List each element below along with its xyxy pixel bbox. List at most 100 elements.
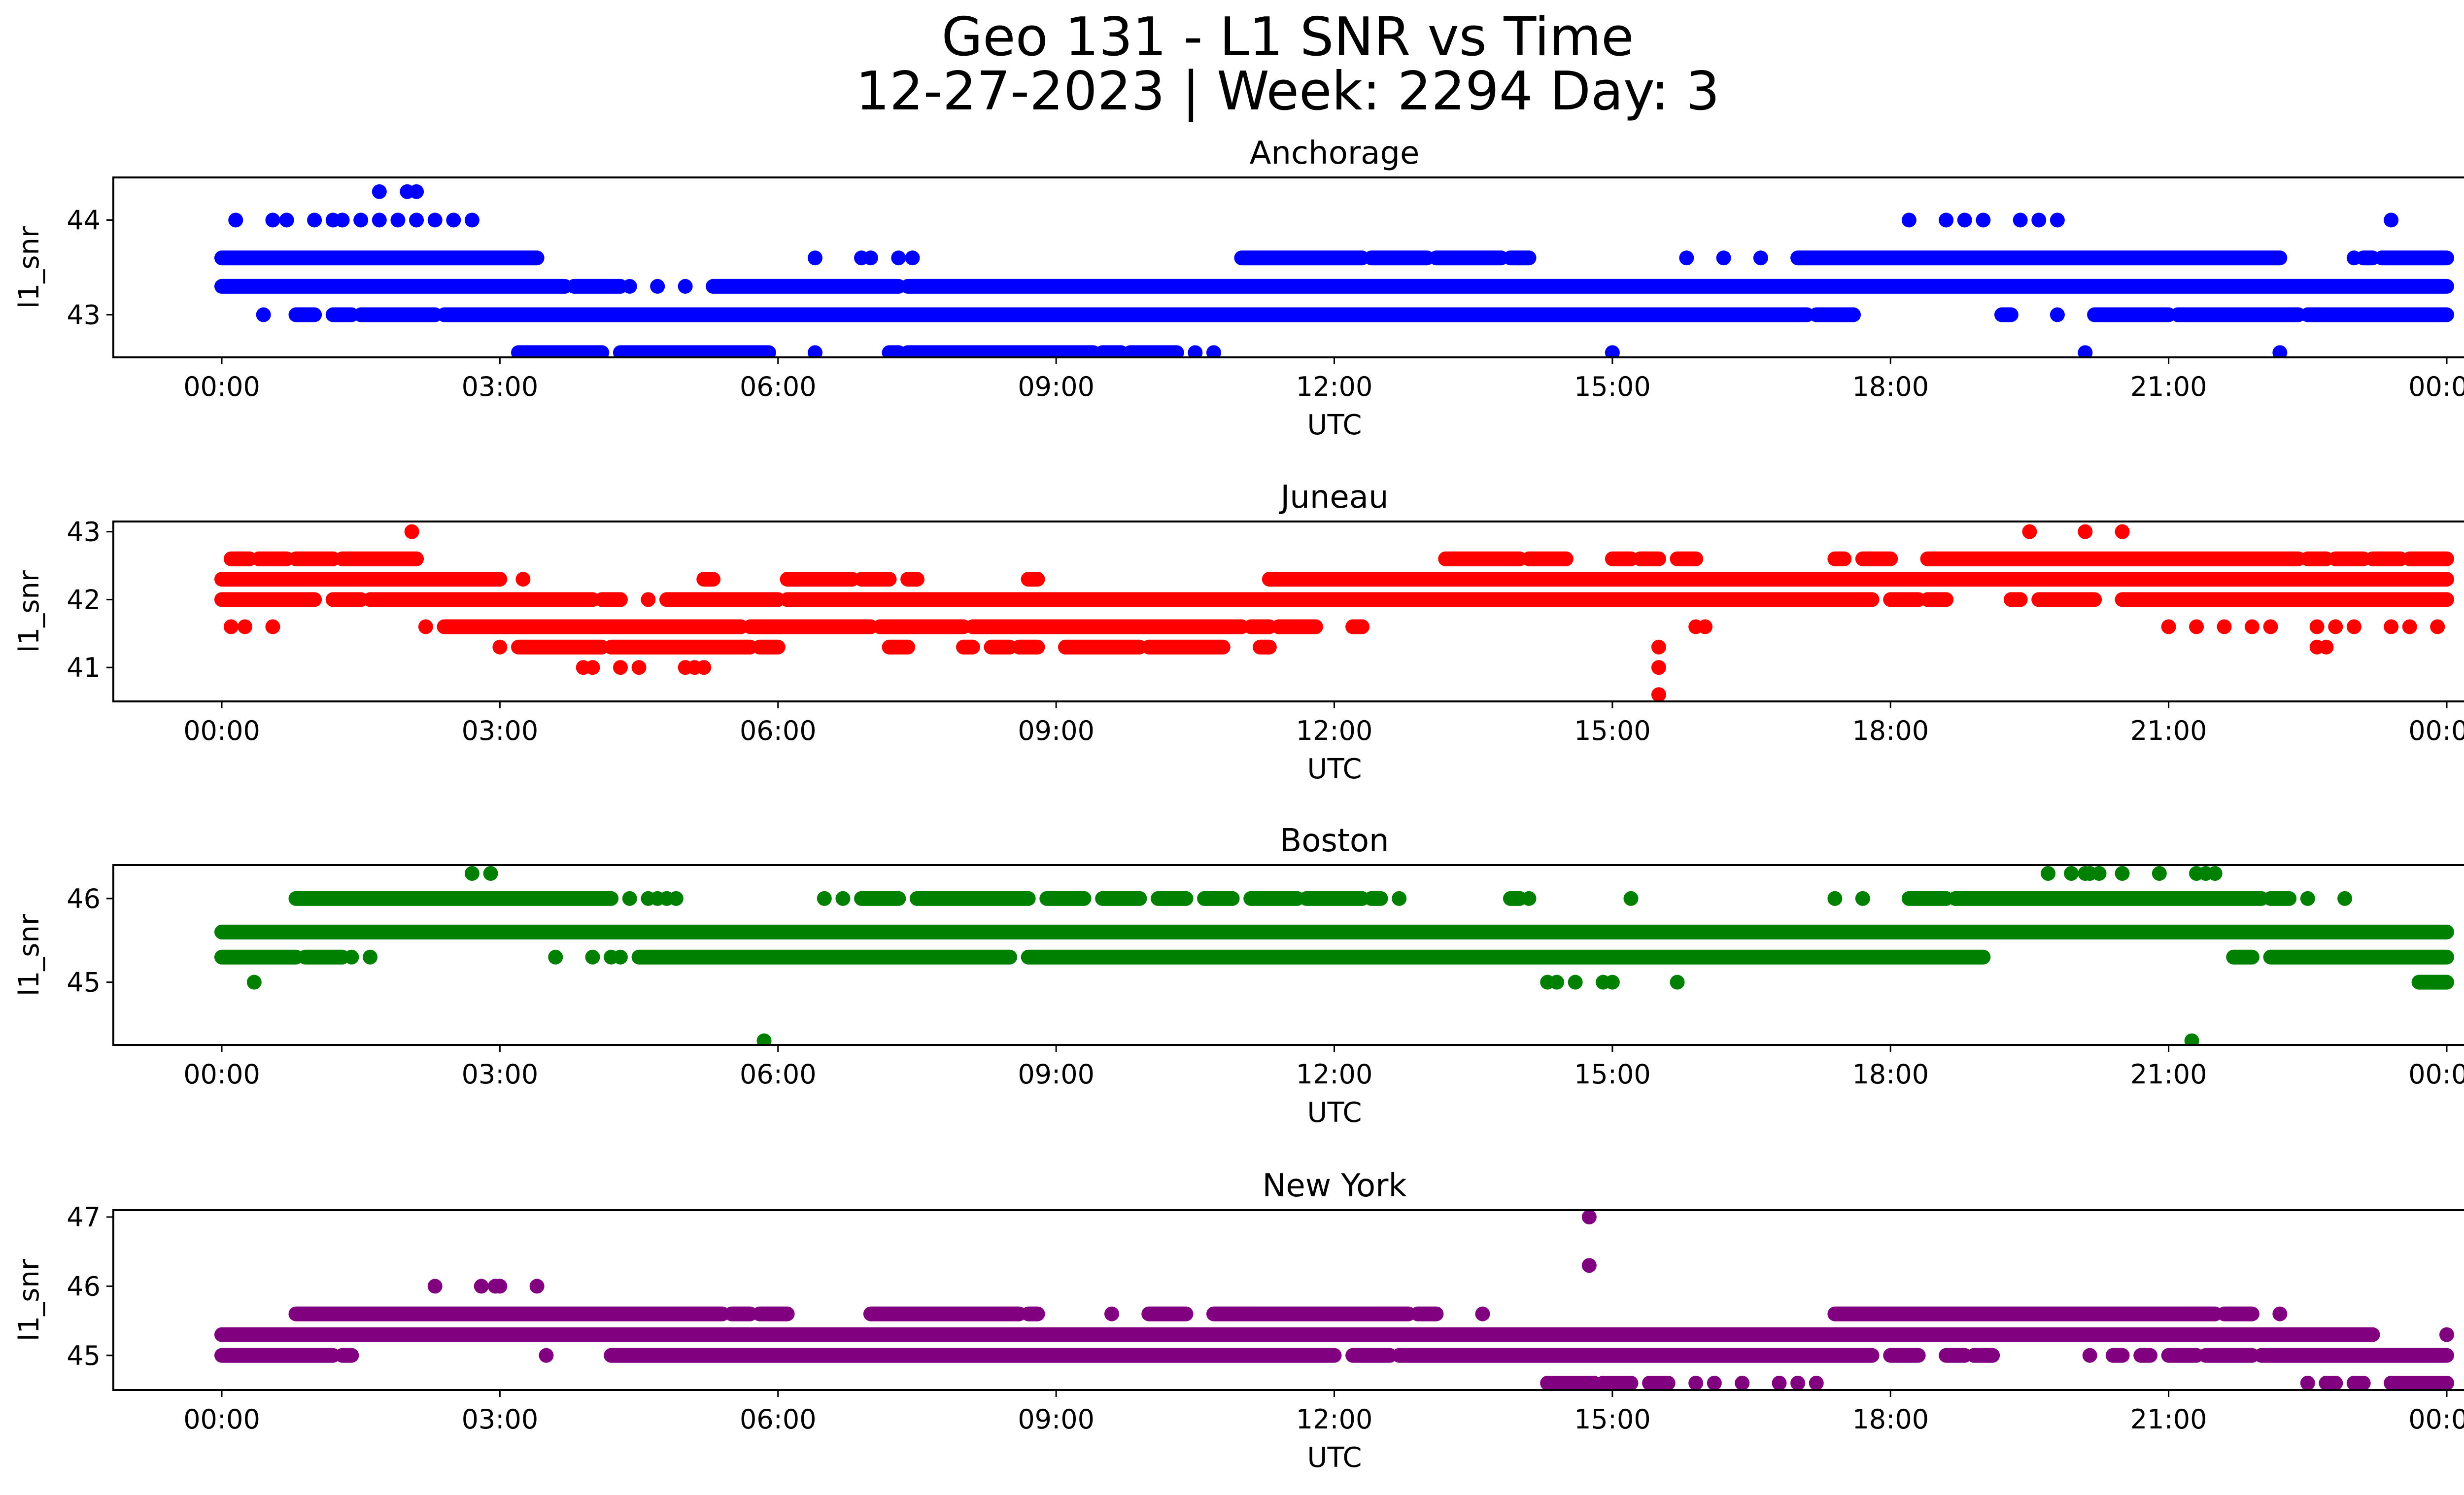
data-run (223, 551, 257, 566)
data-run (511, 345, 610, 357)
data-run (214, 592, 322, 607)
data-run (1410, 1306, 1444, 1321)
data-run (613, 345, 776, 357)
data-point (2439, 1327, 2454, 1342)
data-run (1095, 345, 1129, 357)
x-tick-label: 09:00 (1018, 1404, 1095, 1435)
data-run (1345, 1348, 1398, 1363)
data-run (604, 1348, 1342, 1363)
data-run (752, 639, 786, 655)
axes-frame (112, 521, 2464, 702)
data-point (641, 592, 656, 607)
data-run (214, 1348, 341, 1363)
data-point (492, 639, 508, 655)
data-run (1790, 250, 2288, 266)
data-run (1021, 1306, 1045, 1321)
data-run (1994, 307, 2019, 322)
data-run (325, 307, 359, 322)
data-run (724, 1306, 758, 1321)
data-run (1021, 572, 1045, 587)
data-point (363, 949, 377, 965)
data-run (631, 949, 1018, 965)
data-point (246, 974, 262, 990)
data-point (548, 949, 563, 965)
data-point (863, 250, 878, 266)
data-run (2217, 1306, 2259, 1321)
data-point (539, 1348, 554, 1363)
data-point (905, 250, 920, 266)
data-point (2346, 250, 2361, 266)
data-run (2300, 307, 2454, 322)
panel-new-york: New York 00:00 03:00 06:00 09:00 12:00 15:00 18… (13, 1168, 2464, 1474)
data-run (437, 619, 749, 634)
data-point (2161, 619, 2176, 634)
x-tick-label: 06:00 (740, 715, 817, 746)
x-tick-label: 15:00 (1574, 371, 1651, 402)
data-run (1855, 551, 1898, 566)
y-axis-label: l1_snr (13, 913, 45, 996)
data-point (372, 184, 387, 199)
data-run (1883, 1348, 1926, 1363)
data-point (2041, 866, 2056, 881)
x-tick-label: 00:00 (183, 715, 260, 746)
x-tick-label: 00:00 (2408, 1059, 2464, 1090)
data-point (2115, 524, 2130, 539)
data-point (1976, 212, 1991, 228)
data-run (437, 307, 1814, 322)
data-point (2346, 1375, 2361, 1390)
data-point (631, 660, 647, 675)
data-point (409, 212, 424, 228)
data-run (1920, 592, 1954, 607)
data-point (1707, 1375, 1722, 1390)
y-tick-label: 41 (67, 652, 101, 683)
data-point (1772, 1375, 1787, 1390)
data-run (900, 345, 1101, 357)
figure-title-line-1: Geo 131 - L1 SNR vs Time (941, 6, 1634, 68)
data-run (2226, 949, 2259, 965)
data-run (1364, 891, 1388, 906)
data-point (1855, 891, 1870, 906)
x-tick-label: 12:00 (1296, 1059, 1373, 1090)
y-tick-label: 44 (67, 205, 101, 236)
data-run (288, 551, 341, 566)
data-point (353, 212, 369, 228)
data-run (1438, 551, 1527, 566)
x-tick-label: 18:00 (1852, 371, 1929, 402)
axes-frame (112, 1209, 2464, 1391)
data-point (696, 660, 712, 675)
data-point (1957, 212, 1972, 228)
data-point (418, 619, 433, 634)
data-point (529, 1279, 545, 1294)
x-tick-label: 00:00 (2408, 1404, 2464, 1435)
x-tick-label: 06:00 (740, 1404, 817, 1435)
data-point (372, 212, 387, 228)
data-run (1503, 891, 1527, 906)
data-point (613, 660, 628, 675)
data-run (594, 592, 628, 607)
data-run (1605, 551, 1639, 566)
data-run (696, 572, 721, 587)
data-point (678, 278, 693, 294)
data-point (2152, 866, 2167, 881)
data-point (1688, 1375, 1704, 1390)
data-point (464, 212, 479, 228)
data-run (288, 891, 619, 906)
data-point (1188, 345, 1203, 357)
data-point (228, 212, 243, 228)
data-run (956, 639, 980, 655)
data-run (1429, 250, 1509, 266)
data-run (2087, 307, 2176, 322)
data-run (2365, 551, 2408, 566)
data-point (2050, 307, 2065, 322)
x-tick-label: 06:00 (740, 1059, 817, 1090)
x-tick-label: 09:00 (1018, 371, 1095, 402)
panel-boston: Boston 00:00 03:00 06:00 09:00 12:00 15:00 18:0… (13, 823, 2464, 1129)
x-tick-label: 12:00 (1296, 715, 1373, 746)
data-point (1354, 619, 1369, 634)
data-point (2217, 619, 2232, 634)
x-tick-label: 00:00 (183, 371, 260, 402)
panel-anchorage: Anchorage 00:00 03:00 06:00 09:00 12:00 15:00 1… (13, 135, 2464, 441)
x-tick-label: 12:00 (1296, 1404, 1373, 1435)
data-run (1262, 572, 2454, 587)
data-run (2254, 1348, 2454, 1363)
